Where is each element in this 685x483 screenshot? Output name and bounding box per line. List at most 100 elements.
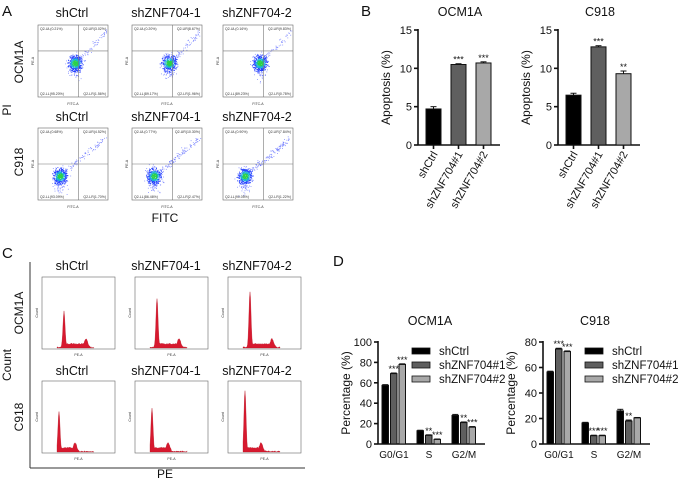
dot [178, 52, 180, 54]
dot [258, 54, 259, 56]
dot [89, 154, 90, 155]
y-axis-label: Apoptosis (%) [379, 50, 393, 125]
dot [246, 166, 247, 168]
col-title: shZNF704-2 [222, 259, 292, 273]
dot [271, 150, 273, 152]
dot [171, 60, 172, 61]
dot [54, 188, 56, 190]
significance-label: *** [588, 426, 599, 436]
dot [169, 67, 171, 69]
dot [76, 59, 78, 61]
dot [261, 59, 263, 61]
dot [186, 147, 188, 149]
dot [242, 179, 243, 181]
dot [284, 41, 286, 43]
dot [176, 54, 178, 56]
dot [262, 75, 263, 77]
dot [78, 59, 80, 61]
dot [73, 56, 75, 58]
dot [283, 142, 285, 143]
dot [256, 62, 258, 63]
dot [62, 178, 64, 180]
dot [246, 170, 248, 172]
dot [155, 174, 157, 176]
dot [250, 177, 252, 179]
dot [66, 172, 68, 174]
dot [100, 35, 102, 36]
dot [258, 72, 259, 73]
dot [257, 55, 259, 57]
dot [164, 70, 166, 72]
dot [54, 172, 55, 174]
dot [76, 68, 78, 70]
dot [276, 148, 277, 150]
dot [58, 174, 60, 176]
dot [248, 171, 250, 173]
dot [152, 177, 153, 178]
dot [243, 182, 245, 184]
dot [71, 66, 73, 68]
scatter-dots [52, 137, 107, 195]
x-tick-label: S [426, 450, 433, 461]
dot [79, 67, 81, 69]
dot [77, 61, 79, 63]
dot [146, 170, 148, 172]
dot [60, 176, 62, 178]
plot-y-label: PE-A [125, 56, 129, 65]
dot [174, 66, 176, 68]
dot [94, 44, 95, 46]
histogram-area [56, 411, 95, 453]
dot [257, 65, 259, 67]
dot [167, 72, 169, 73]
dot [78, 63, 80, 64]
dot [177, 155, 179, 156]
dot [77, 66, 78, 68]
dot [97, 141, 99, 143]
dot [259, 70, 261, 71]
dot [253, 168, 255, 170]
dot [73, 59, 75, 61]
dot [90, 47, 92, 49]
scatter-dots [65, 29, 107, 82]
dot [267, 65, 268, 67]
dot [243, 171, 245, 173]
dot [177, 64, 179, 65]
dot [63, 178, 64, 180]
dot [263, 64, 265, 65]
dot [168, 67, 170, 69]
dot [166, 55, 168, 57]
dot [73, 63, 75, 64]
dot [278, 149, 280, 150]
dot [286, 139, 288, 141]
dot [287, 37, 289, 39]
dot [279, 148, 281, 149]
dot [70, 64, 72, 66]
dot [77, 59, 79, 60]
bar [433, 438, 441, 445]
dot [251, 64, 253, 66]
dot [167, 60, 169, 62]
dot [66, 60, 67, 62]
dot [72, 53, 74, 55]
dot [152, 176, 153, 177]
dot [241, 175, 243, 177]
dot [244, 177, 246, 179]
dot [167, 64, 168, 66]
dot [148, 179, 150, 181]
dot [155, 187, 157, 189]
dot [169, 57, 171, 59]
dot [253, 60, 255, 62]
row-label: C918 [12, 147, 26, 176]
dot [155, 182, 157, 184]
quadrant-ul: Q2-UL(0.77%) [134, 130, 157, 134]
dot [76, 164, 78, 166]
dot [175, 63, 177, 65]
dot [54, 190, 56, 192]
dot [56, 181, 57, 182]
dot [242, 181, 244, 183]
dot [54, 171, 56, 173]
dot [167, 65, 169, 67]
dot [58, 186, 59, 188]
dot [166, 68, 167, 70]
dot [255, 65, 257, 67]
